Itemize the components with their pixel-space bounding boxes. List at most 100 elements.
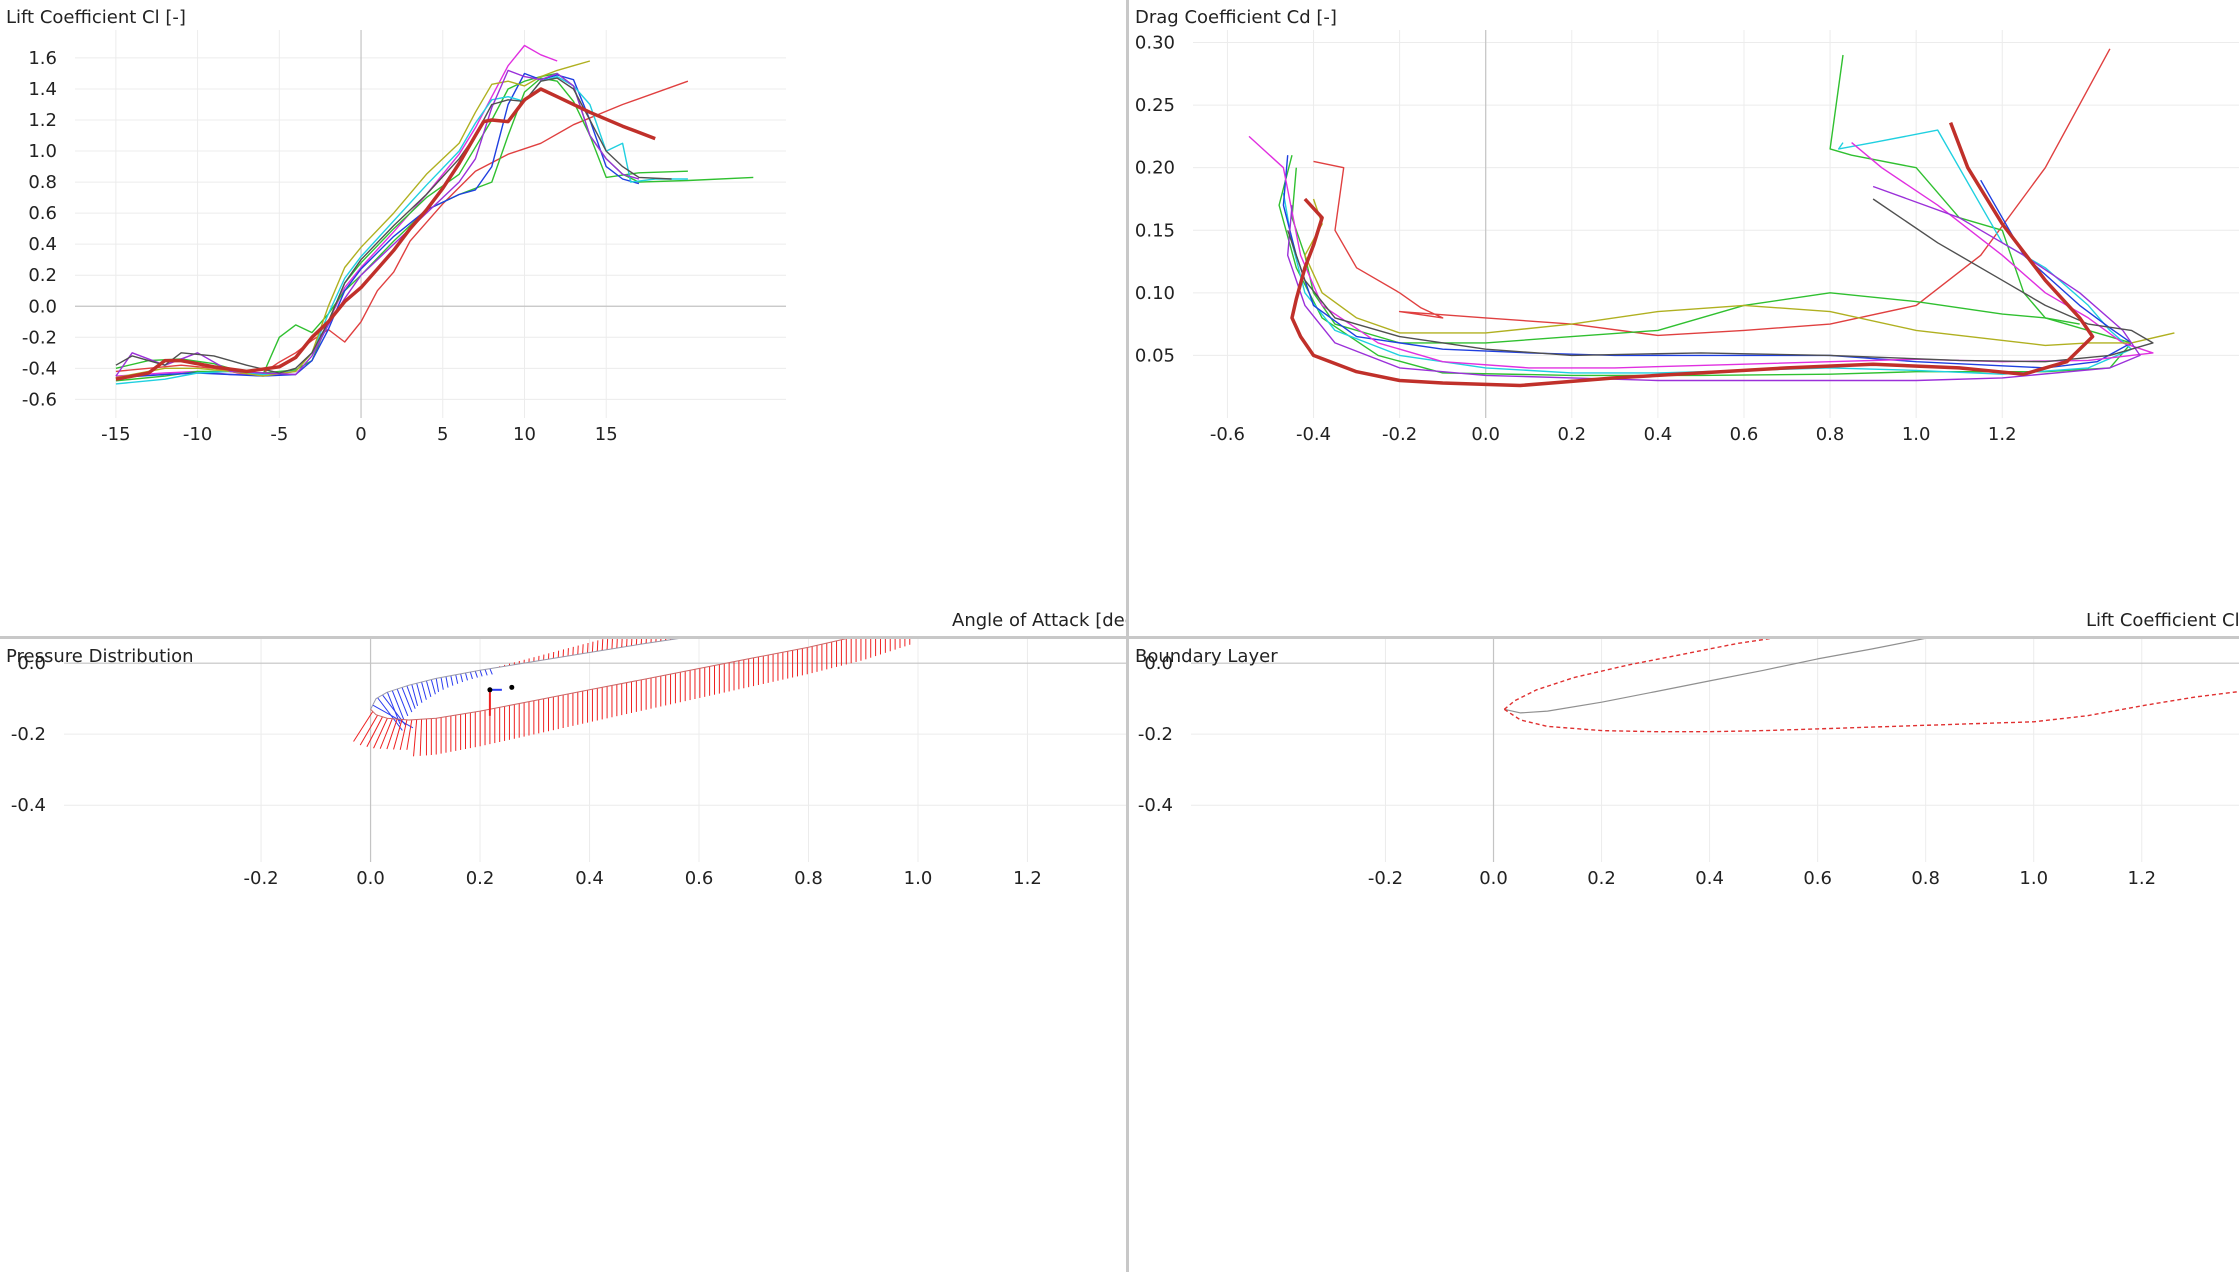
- pressure-arrow: [611, 639, 613, 649]
- y-tick-label: 0.15: [1135, 220, 1175, 241]
- main-polar-series-line: [1290, 121, 2095, 388]
- x-tick-label: 1.0: [2019, 868, 2048, 889]
- y-tick-label: 1.6: [28, 48, 57, 69]
- boundary-layer-upper-line: [1503, 639, 1772, 710]
- x-tick-label: 1.2: [2127, 868, 2156, 889]
- lift-polar-panel: -15 -10 -5 0 5 10 15 -0.6 -0.4 -0.2 0.0 0.2 0.4 0.6 0.…: [0, 0, 1126, 636]
- suction-arrow: [440, 677, 444, 690]
- pressure-arrow: [606, 639, 609, 650]
- polar-series-line: [115, 75, 688, 385]
- x-tick-label: 0.6: [685, 868, 714, 889]
- x-tick-label: -0.6: [1210, 424, 1245, 445]
- x-tick-label: 0: [355, 424, 366, 445]
- y-tick-label: 0.0: [1144, 653, 1173, 674]
- suction-arrow: [377, 697, 403, 731]
- pressure-arrow: [366, 716, 383, 747]
- y-tick-label: -0.4: [22, 358, 57, 379]
- x-tick-label: 0.0: [1479, 868, 1508, 889]
- boundary-layer-title: Boundary Layer: [1135, 646, 1278, 667]
- x-tick-label: 15: [595, 424, 618, 445]
- x-tick-label: 0.6: [1803, 868, 1832, 889]
- lift-polar-title: Lift Coefficient Cl [-]: [6, 7, 186, 28]
- y-tick-label: 0.0: [17, 653, 46, 674]
- suction-arrow: [401, 687, 413, 713]
- x-tick-label: 0.0: [356, 868, 385, 889]
- x-tick-label: 5: [437, 424, 448, 445]
- pressure-arrow: [591, 641, 594, 653]
- main-polar-series-line: [115, 87, 656, 381]
- boundary-layer-plot: -0.20.00.20.40.60.81.01.2-0.4-0.20.00.20…: [1138, 639, 2239, 889]
- pressure-arrow: [596, 640, 599, 652]
- lift-polar-xlabel: Angle of Attack [deg]: [952, 610, 1126, 631]
- pressure-arrow: [419, 719, 423, 756]
- drag-polar-panel: -0.6 -0.4 -0.2 0.0 0.2 0.4 0.6 0.8 1.0 1.2 0.05 0.1…: [1129, 0, 2239, 636]
- x-tick-label: 0.8: [794, 868, 823, 889]
- polar-series-line: [1286, 185, 2141, 382]
- polar-series-line: [1287, 198, 2154, 363]
- suction-arrow: [406, 685, 416, 709]
- airfoil-camber-line: [1504, 639, 1926, 714]
- x-tick-label: 1.0: [1902, 424, 1931, 445]
- y-tick-label: 0.20: [1135, 158, 1175, 179]
- suction-arrow: [450, 675, 454, 686]
- suction-arrow: [474, 671, 478, 678]
- y-tick-label: -0.2: [11, 724, 46, 745]
- drag-polar-plot: -0.6 -0.4 -0.2 0.0 0.2 0.4 0.6 0.8 1.0 1.2 0.05 0.1…: [1135, 30, 2239, 445]
- y-tick-label: 0.2: [28, 265, 57, 286]
- suction-arrow: [435, 678, 440, 692]
- lift-polar-plot: -15 -10 -5 0 5 10 15 -0.6 -0.4 -0.2 0.0 0.2 0.4 0.6 0.…: [22, 30, 786, 445]
- polar-series-line: [1304, 198, 2175, 347]
- horizontal-divider[interactable]: [0, 636, 2239, 639]
- drag-polar-title: Drag Coefficient Cd [-]: [1135, 7, 1337, 28]
- x-tick-label: 0.2: [466, 868, 495, 889]
- pressure-arrow: [655, 639, 657, 642]
- pressure-arrow: [626, 639, 628, 647]
- x-tick-label: -0.2: [1382, 424, 1417, 445]
- pressure-arrow: [399, 719, 408, 750]
- x-tick-label: 0.4: [1695, 868, 1724, 889]
- suction-arrow: [391, 690, 405, 720]
- y-tick-label: -0.4: [11, 795, 46, 816]
- x-tick-label: 0.2: [1557, 424, 1586, 445]
- y-tick-label: 1.2: [28, 110, 57, 131]
- marker-point: [509, 684, 515, 690]
- polar-series-line: [115, 77, 688, 376]
- suction-arrow: [484, 669, 488, 676]
- x-tick-label: -0.2: [1368, 868, 1403, 889]
- suction-arrow: [416, 683, 423, 703]
- x-tick-label: 0.6: [1730, 424, 1759, 445]
- x-tick-label: 0.2: [1587, 868, 1616, 889]
- polar-series-line: [1282, 129, 2133, 375]
- x-tick-label: 0.4: [1644, 424, 1673, 445]
- pressure-arrow: [616, 639, 618, 649]
- y-tick-label: 0.0: [28, 296, 57, 317]
- suction-arrow: [465, 672, 468, 681]
- polar-series-line: [115, 60, 591, 379]
- x-tick-label: 1.2: [1988, 424, 2017, 445]
- suction-arrow: [460, 673, 464, 683]
- polar-series-line: [1313, 48, 2111, 337]
- pressure-arrow: [645, 639, 647, 644]
- airfoil-upper-line: [370, 639, 679, 710]
- pressure-arrow: [650, 639, 652, 643]
- pressure-distribution-panel: -0.20.00.20.40.60.81.01.2-0.4-0.20.00.20…: [0, 639, 1126, 1272]
- suction-arrow: [396, 688, 409, 717]
- x-tick-label: 1.0: [904, 868, 933, 889]
- y-tick-label: 0.6: [28, 203, 57, 224]
- y-tick-label: 1.4: [28, 79, 57, 100]
- suction-arrow: [430, 679, 436, 695]
- polar-series-line: [1282, 155, 2133, 369]
- y-tick-label: 0.05: [1135, 345, 1175, 366]
- suction-arrow: [445, 676, 449, 688]
- pressure-arrow: [406, 719, 413, 750]
- pressure-arrow: [373, 718, 388, 749]
- pressure-distribution-plot: -0.20.00.20.40.60.81.01.2-0.4-0.20.00.20…: [11, 639, 1126, 889]
- x-tick-label: -10: [183, 424, 212, 445]
- x-tick-label: 0.4: [575, 868, 604, 889]
- suction-arrow: [425, 680, 432, 698]
- y-tick-label: -0.4: [1138, 795, 1173, 816]
- pressure-arrow: [601, 639, 604, 651]
- boundary-layer-panel: -0.20.00.20.40.60.81.01.2-0.4-0.20.00.20…: [1129, 639, 2239, 1272]
- x-tick-label: -5: [270, 424, 288, 445]
- pressure-arrow: [359, 714, 379, 746]
